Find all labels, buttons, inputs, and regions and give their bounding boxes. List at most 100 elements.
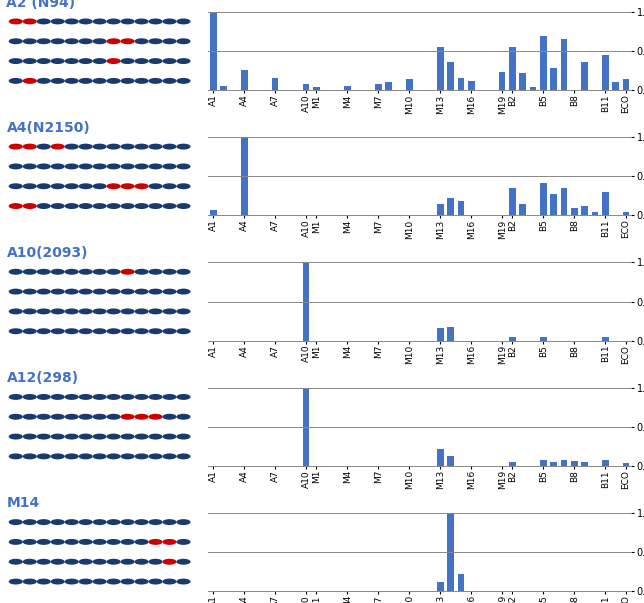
Circle shape <box>8 78 23 84</box>
Circle shape <box>135 519 149 525</box>
Circle shape <box>37 78 51 84</box>
Circle shape <box>162 78 176 84</box>
Bar <box>447 62 454 90</box>
Bar <box>551 194 557 215</box>
Circle shape <box>120 183 135 189</box>
Circle shape <box>79 289 93 294</box>
Circle shape <box>51 289 65 294</box>
Circle shape <box>37 309 51 314</box>
Circle shape <box>93 539 107 545</box>
Circle shape <box>64 414 79 420</box>
Circle shape <box>176 579 191 584</box>
Circle shape <box>37 434 51 440</box>
Circle shape <box>120 539 135 545</box>
Text: A2 (N94): A2 (N94) <box>6 0 75 10</box>
Circle shape <box>120 269 135 275</box>
Circle shape <box>135 144 149 150</box>
Text: A10(2093): A10(2093) <box>6 246 88 260</box>
Bar <box>220 86 227 90</box>
Circle shape <box>135 559 149 564</box>
Circle shape <box>51 434 65 440</box>
Circle shape <box>106 414 120 420</box>
Circle shape <box>149 519 162 525</box>
Circle shape <box>8 289 23 294</box>
Circle shape <box>8 183 23 189</box>
Circle shape <box>149 453 162 459</box>
Circle shape <box>8 39 23 44</box>
Circle shape <box>23 163 37 169</box>
Circle shape <box>120 559 135 564</box>
Circle shape <box>8 19 23 24</box>
Circle shape <box>8 453 23 459</box>
Circle shape <box>79 183 93 189</box>
Circle shape <box>135 453 149 459</box>
Circle shape <box>135 394 149 400</box>
Circle shape <box>37 269 51 275</box>
Circle shape <box>149 289 162 294</box>
Circle shape <box>37 58 51 64</box>
Bar <box>303 388 309 466</box>
Bar <box>623 212 629 215</box>
Circle shape <box>162 269 176 275</box>
Circle shape <box>149 203 162 209</box>
Bar <box>447 513 454 591</box>
Circle shape <box>93 203 107 209</box>
Circle shape <box>93 269 107 275</box>
Circle shape <box>23 394 37 400</box>
Circle shape <box>176 453 191 459</box>
Circle shape <box>51 78 65 84</box>
Bar <box>210 12 216 90</box>
Circle shape <box>37 163 51 169</box>
Circle shape <box>135 579 149 584</box>
Bar <box>313 87 319 90</box>
Circle shape <box>23 203 37 209</box>
Circle shape <box>149 183 162 189</box>
Circle shape <box>120 144 135 150</box>
Circle shape <box>106 163 120 169</box>
Bar <box>540 336 547 341</box>
Circle shape <box>64 144 79 150</box>
Text: M14: M14 <box>6 496 40 510</box>
Circle shape <box>135 163 149 169</box>
Circle shape <box>23 579 37 584</box>
Circle shape <box>51 519 65 525</box>
Circle shape <box>106 539 120 545</box>
Circle shape <box>120 163 135 169</box>
Circle shape <box>176 144 191 150</box>
Circle shape <box>176 58 191 64</box>
Circle shape <box>162 414 176 420</box>
Circle shape <box>23 519 37 525</box>
Circle shape <box>64 289 79 294</box>
Circle shape <box>51 183 65 189</box>
Circle shape <box>79 309 93 314</box>
Circle shape <box>37 453 51 459</box>
Circle shape <box>135 434 149 440</box>
Bar <box>272 78 278 90</box>
Circle shape <box>135 58 149 64</box>
Circle shape <box>23 289 37 294</box>
Circle shape <box>51 579 65 584</box>
Circle shape <box>149 539 162 545</box>
Bar <box>457 78 464 90</box>
Bar <box>385 83 392 90</box>
Bar <box>561 39 567 90</box>
Circle shape <box>176 269 191 275</box>
Circle shape <box>51 269 65 275</box>
Circle shape <box>106 434 120 440</box>
Bar <box>241 137 247 215</box>
Circle shape <box>8 559 23 564</box>
Circle shape <box>8 434 23 440</box>
Circle shape <box>106 289 120 294</box>
Circle shape <box>106 183 120 189</box>
Circle shape <box>106 269 120 275</box>
Circle shape <box>106 453 120 459</box>
Circle shape <box>93 163 107 169</box>
Circle shape <box>135 328 149 334</box>
Circle shape <box>79 58 93 64</box>
Circle shape <box>162 539 176 545</box>
Circle shape <box>149 269 162 275</box>
Circle shape <box>37 519 51 525</box>
Bar <box>437 204 444 215</box>
Circle shape <box>64 203 79 209</box>
Circle shape <box>51 144 65 150</box>
